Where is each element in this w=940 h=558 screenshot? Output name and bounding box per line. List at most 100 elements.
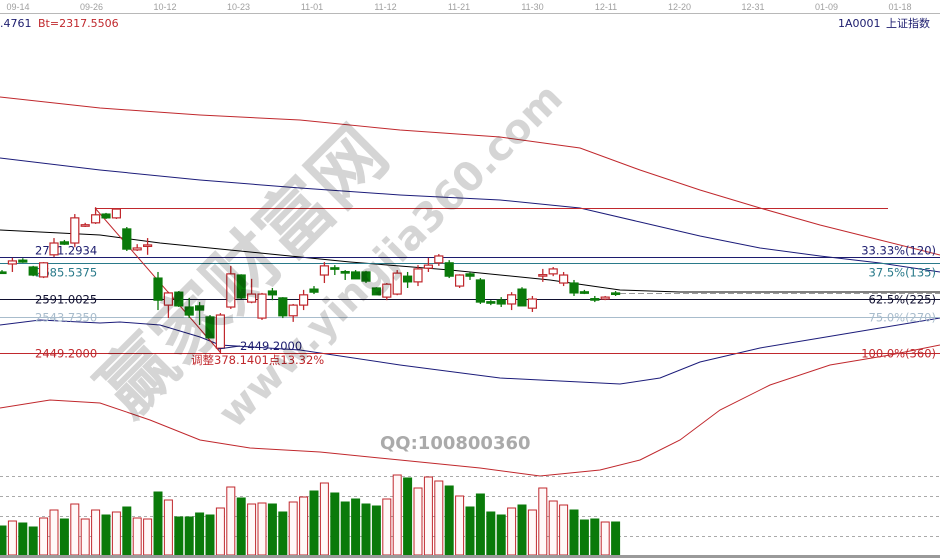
date-tick-label: 12-11 — [595, 2, 617, 12]
volume-bar — [163, 499, 173, 556]
candle-body — [90, 214, 101, 224]
candle-body — [143, 244, 153, 248]
volume-bar — [247, 503, 257, 556]
candle-body — [184, 306, 194, 316]
volume-bar — [0, 525, 7, 556]
candle-body — [590, 298, 600, 301]
candle — [38, 262, 49, 279]
candle-body — [517, 288, 527, 307]
fib-level-percent: 100.0%(360) — [861, 347, 936, 361]
candle-body — [278, 297, 288, 317]
volume-bar — [548, 500, 558, 556]
candle — [59, 239, 70, 245]
fib-level-percent: 37.5%(135) — [869, 266, 936, 280]
candle-body — [434, 255, 444, 264]
candle — [361, 270, 371, 284]
candle — [90, 207, 101, 224]
volume-bar — [423, 476, 433, 556]
candle — [340, 270, 350, 280]
candle-body — [0, 271, 7, 275]
candle-body — [132, 247, 142, 251]
volume-bar — [382, 498, 392, 556]
candle-body — [18, 259, 28, 263]
volume-bar — [559, 504, 569, 556]
volume-bar — [475, 493, 485, 556]
candle — [49, 238, 59, 258]
candle-body — [163, 292, 173, 306]
candle-body — [195, 305, 205, 311]
volume-bar — [39, 517, 49, 556]
fib-level-price: 2685.5375 — [35, 266, 97, 280]
candle — [18, 258, 28, 263]
volume-bar — [371, 505, 381, 556]
fib-level-price: 2591.0025 — [35, 293, 97, 307]
candle-body — [153, 277, 163, 301]
candle — [403, 271, 413, 288]
candle-body — [7, 260, 17, 265]
candle-body — [267, 290, 277, 296]
date-tick-label: 11-01 — [301, 2, 323, 12]
header-left-value: .4761 — [0, 17, 32, 30]
candle — [278, 297, 288, 319]
candle — [111, 208, 122, 220]
candle — [330, 265, 340, 276]
candles — [0, 207, 621, 354]
candle — [475, 278, 485, 304]
date-tick-label: 10-12 — [153, 2, 176, 12]
volume-bar — [569, 509, 579, 556]
candle-body — [465, 273, 475, 277]
bottom-scrollbar[interactable] — [0, 555, 940, 558]
candle — [600, 295, 610, 301]
volume-bar — [184, 516, 194, 556]
volume-bar — [486, 511, 496, 556]
candle — [267, 287, 277, 301]
watermark-qq: QQ:100800360 — [380, 433, 531, 454]
candle-body — [538, 274, 548, 277]
candle — [174, 291, 184, 308]
candle-body — [319, 265, 329, 276]
candle-body — [569, 282, 579, 294]
date-tick-label: 10-23 — [227, 2, 250, 12]
index-name: 上证指数 — [886, 16, 930, 30]
candle-body — [288, 304, 298, 317]
date-tick-label: 01-09 — [815, 2, 838, 12]
candle — [309, 286, 319, 295]
candle-body — [423, 264, 433, 269]
candle-body — [351, 271, 361, 280]
candle — [496, 297, 506, 308]
volume-bar — [257, 502, 267, 556]
candle — [205, 315, 215, 339]
candle-body — [174, 291, 184, 307]
date-tick-label: 09-14 — [6, 2, 29, 12]
candle — [132, 244, 142, 252]
candle — [80, 222, 90, 228]
volume-bar — [278, 511, 288, 556]
volume-bar — [319, 482, 329, 556]
volume-bar — [174, 516, 184, 556]
volume-bar — [226, 486, 236, 556]
date-tick-label: 12-31 — [741, 2, 764, 12]
volume-bar — [361, 503, 371, 556]
candle — [143, 238, 153, 255]
volume-bar — [392, 474, 402, 556]
date-tick-label: 12-20 — [668, 2, 691, 12]
candle-body — [507, 294, 517, 305]
volume-bar — [527, 509, 537, 556]
candle — [184, 297, 194, 319]
candle-body — [70, 217, 80, 244]
candle — [579, 289, 590, 295]
candle — [226, 265, 236, 309]
volume-bar — [309, 490, 319, 556]
candle — [28, 265, 38, 277]
volume-bar — [195, 512, 205, 556]
volume-bar — [111, 511, 121, 556]
candle — [434, 254, 444, 266]
volume-bar — [600, 521, 610, 556]
volume-bar — [340, 501, 350, 556]
volume-bar — [91, 509, 101, 556]
candle-body — [413, 268, 423, 283]
date-axis: 09-14 09-26 10-12 10-23 11-01 11-12 11-21 11-30… — [6, 2, 911, 12]
volume-bar — [465, 506, 475, 556]
candle-body — [101, 213, 111, 219]
candle — [527, 295, 538, 312]
